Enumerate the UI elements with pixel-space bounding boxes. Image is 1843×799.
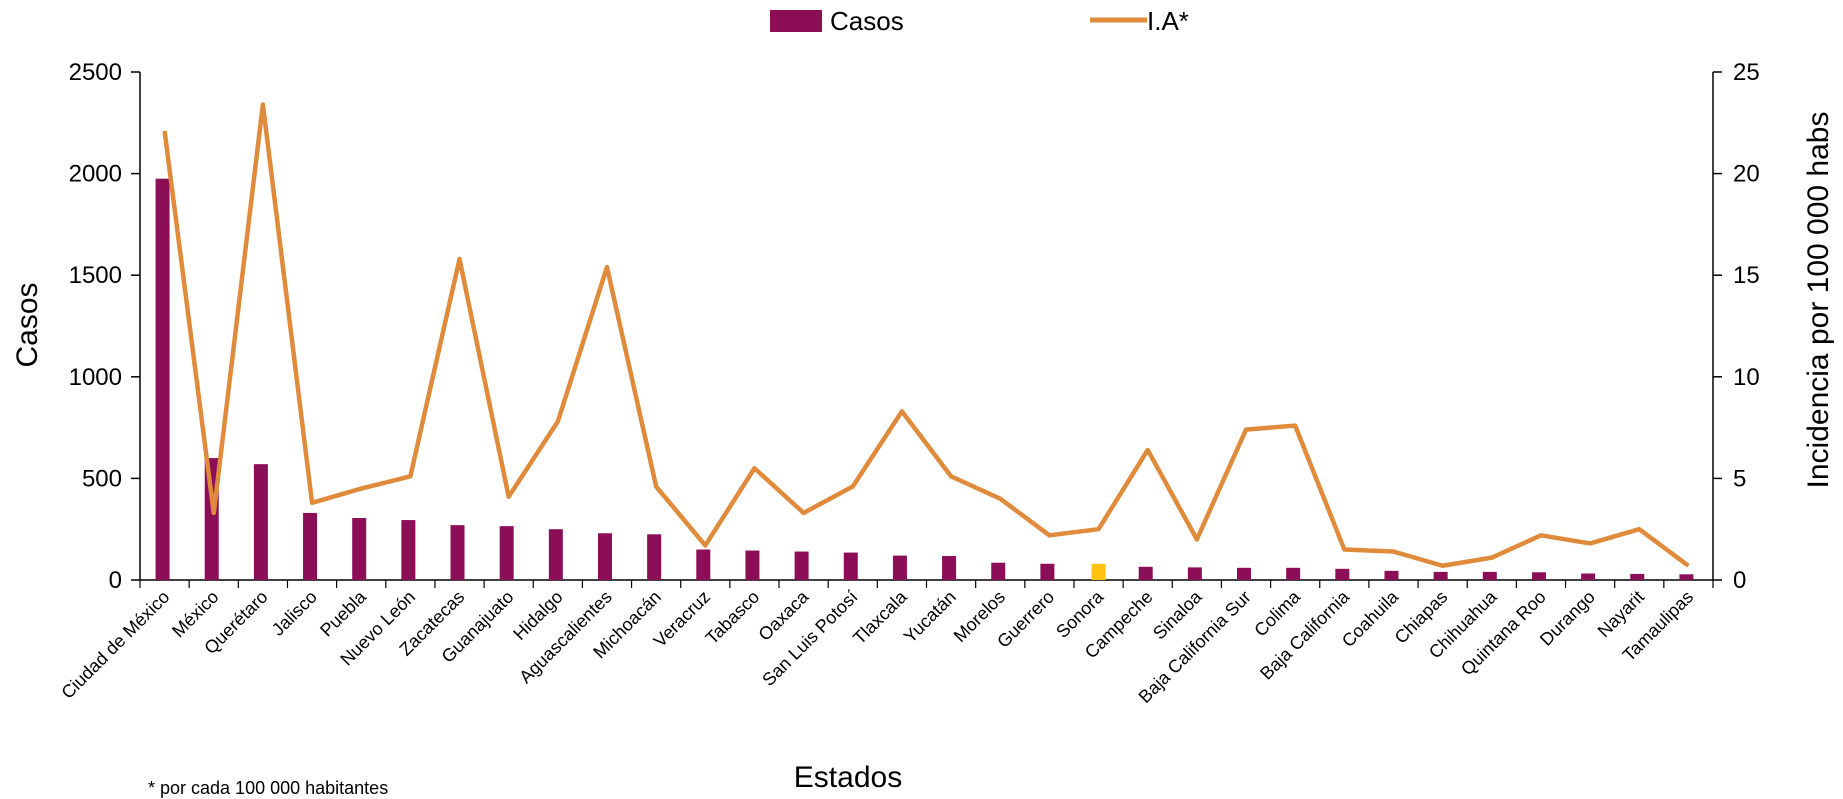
bar-ciudad-de-méxico [156,179,170,580]
y2-tick-label: 15 [1733,262,1760,289]
y-tick-label: 1000 [69,364,122,391]
y-tick-label: 0 [109,567,122,594]
bar-chiapas [1434,572,1448,580]
bar-quintana-roo [1532,572,1546,580]
bar-baja-california-sur [1237,568,1251,580]
x-tick-label: Ciudad de México [57,587,173,703]
bar-nayarit [1630,574,1644,580]
x-axis-ticks [140,580,1713,588]
y-axis-ticks: 0 500 1000 1500 2000 2500 [69,59,140,594]
y-tick-label: 500 [82,465,122,492]
bar-jalisco [303,513,317,580]
bar-puebla [352,518,366,580]
bar-querétaro [254,464,268,580]
legend: Casos I.A* [770,6,1189,36]
bar-aguascalientes [598,533,612,580]
y-axis-title: Casos [11,282,44,367]
x-tick-label: Tlaxcala [849,586,911,648]
bar-campeche [1139,567,1153,580]
bar-coahuila [1384,571,1398,580]
bar-sinaloa [1188,567,1202,580]
bar-zacatecas [451,525,465,580]
bar-baja-california [1335,569,1349,580]
y2-tick-label: 10 [1733,364,1760,391]
y2-tick-label: 5 [1733,465,1746,492]
bar-nuevo-león [401,520,415,580]
x-tick-label: Yucatán [900,587,960,647]
bar-oaxaca [795,552,809,580]
y2-tick-label: 20 [1733,161,1760,188]
y2-axis-title: Incidencia por 100 000 habs [1802,112,1835,489]
legend-swatch-casos [770,10,822,32]
line-series-ia [164,104,1688,565]
bar-series-casos [156,179,1694,580]
bar-tabasco [745,551,759,580]
x-tick-label: Quintana Roo [1457,587,1550,680]
bar-guanajuato [500,526,514,580]
bar-durango [1581,573,1595,580]
bar-tlaxcala [893,556,907,580]
bar-chihuahua [1483,572,1497,580]
footnote: * por cada 100 000 habitantes [148,778,388,799]
line-ia-path [165,105,1689,566]
x-tick-label: Jalisco [268,587,321,640]
y-tick-label: 2500 [69,59,122,86]
bar-san-luis-potosí [844,553,858,580]
y2-tick-label: 0 [1733,567,1746,594]
legend-label-casos: Casos [830,6,904,36]
bar-yucatán [942,556,956,580]
bar-hidalgo [549,529,563,580]
bar-morelos [991,563,1005,580]
bar-colima [1286,568,1300,580]
y-tick-label: 1500 [69,262,122,289]
category-labels: Ciudad de MéxicoMéxicoQuerétaroJaliscoPu… [57,586,1697,707]
y2-axis-ticks: 0 5 10 15 20 25 [1713,59,1760,594]
bar-tamaulipas [1679,574,1693,580]
bar-guerrero [1040,564,1054,580]
bar-sonora [1092,564,1106,580]
y-tick-label: 2000 [69,161,122,188]
x-tick-label: Durango [1536,587,1599,650]
x-tick-label: Tabasco [702,587,764,649]
bar-michoacán [647,534,661,580]
y2-tick-label: 25 [1733,59,1760,86]
bar-veracruz [696,550,710,580]
legend-label-ia: I.A* [1147,6,1189,36]
x-axis-title: Estados [794,761,902,794]
